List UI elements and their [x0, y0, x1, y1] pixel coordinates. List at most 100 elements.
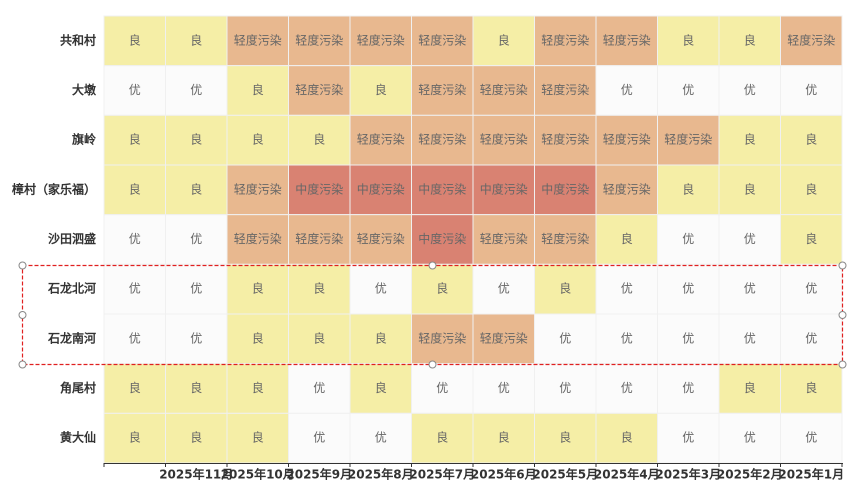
heatmap-cell	[411, 214, 474, 265]
cell-label: 轻度污染	[480, 231, 528, 246]
heatmap-cell	[103, 313, 166, 365]
heatmap-cell	[718, 313, 781, 365]
row-label: 沙田泗盛	[48, 231, 96, 246]
cell-label: 良	[129, 430, 141, 445]
heatmap-cell	[411, 412, 474, 464]
cell-label: 轻度污染	[234, 32, 282, 47]
cell-label: 优	[129, 232, 141, 246]
heatmap-cell	[288, 164, 351, 216]
cell-label: 良	[252, 380, 264, 395]
heatmap-cell	[226, 363, 289, 414]
cell-label: 良	[498, 32, 510, 47]
cell-label: 优	[682, 431, 694, 445]
cell-label: 良	[252, 281, 264, 296]
heatmap-cell	[288, 65, 351, 116]
cell-label: 优	[375, 282, 387, 296]
heatmap-cell	[472, 114, 535, 166]
handle[interactable]	[428, 261, 437, 270]
cell-label: 良	[559, 430, 571, 445]
x-tick-label: 2025年1月	[778, 467, 844, 482]
cell-label: 良	[744, 32, 756, 47]
cell-label: 优	[744, 331, 756, 345]
cell-label: 良	[805, 231, 817, 246]
cell-label: 轻度污染	[357, 32, 405, 47]
cell-label: 优	[621, 282, 633, 296]
heatmap-cell	[103, 114, 166, 166]
heatmap-cell	[657, 15, 720, 67]
handle[interactable]	[838, 261, 847, 270]
cell-label: 轻度污染	[480, 330, 528, 345]
cell-label: 轻度污染	[603, 132, 651, 147]
heatmap-cell	[226, 164, 289, 216]
heatmap-cell	[103, 412, 166, 464]
cell-label: 优	[682, 381, 694, 395]
heatmap-cell	[595, 412, 658, 464]
x-tick-label: 2025年9月	[286, 467, 352, 482]
heatmap-cell	[411, 263, 474, 315]
cell-label: 轻度污染	[418, 82, 466, 97]
handle[interactable]	[838, 360, 847, 369]
cell-label: 轻度污染	[295, 231, 343, 246]
cell-label: 中度污染	[357, 181, 405, 196]
cell-label: 轻度污染	[234, 181, 282, 196]
cell-label: 优	[805, 331, 817, 345]
heatmap-cell	[472, 164, 535, 216]
heatmap-cell	[349, 65, 412, 116]
cell-label: 轻度污染	[357, 132, 405, 147]
heatmap-cell	[534, 15, 597, 67]
heatmap-cell	[226, 15, 289, 67]
heatmap-cell	[718, 363, 781, 414]
handle[interactable]	[18, 360, 27, 369]
handle[interactable]	[18, 311, 27, 319]
cell-label: 轻度污染	[234, 231, 282, 246]
heatmap-cell	[226, 313, 289, 365]
x-tick-label: 2025年10月	[221, 467, 295, 482]
heatmap-cell	[780, 263, 843, 315]
x-tick-label: 2025年7月	[409, 467, 475, 482]
heatmap-grid: 良良轻度污染 轻度污染 轻度污染 轻度污染良轻度污染 轻度污染良良轻度污染优优良轻度污染…	[103, 15, 843, 464]
cell-label: 优	[498, 381, 510, 395]
heatmap-cell	[595, 65, 658, 116]
cell-label: 优	[129, 83, 141, 97]
heatmap-cell	[103, 214, 166, 265]
heatmap-cell	[657, 65, 720, 116]
heatmap-cell	[349, 214, 412, 265]
heatmap-cell	[534, 412, 597, 464]
handle[interactable]	[18, 261, 27, 270]
heatmap-cell	[349, 363, 412, 414]
cell-label: 轻度污染	[603, 181, 651, 196]
heatmap-cell	[657, 363, 720, 414]
cell-label: 良	[252, 330, 264, 345]
cell-label: 良	[313, 281, 325, 296]
row-label: 樟村（家乐福）	[12, 181, 96, 196]
cell-label: 轻度污染	[418, 32, 466, 47]
heatmap-cell	[780, 313, 843, 365]
row-label: 共和村	[60, 32, 96, 47]
heatmap-cell	[226, 114, 289, 166]
heatmap-cell	[718, 164, 781, 216]
cell-label: 优	[682, 83, 694, 97]
heatmap-cell	[288, 114, 351, 166]
cell-label: 良	[559, 281, 571, 296]
cell-label: 良	[744, 181, 756, 196]
cell-label: 优	[621, 83, 633, 97]
heatmap-cell	[534, 65, 597, 116]
heatmap-cell	[411, 15, 474, 67]
x-tick-label: 2025年11月	[159, 467, 233, 482]
heatmap-cell	[411, 164, 474, 216]
heatmap-cell	[165, 313, 228, 365]
heatmap-cell	[411, 313, 474, 365]
cell-label: 中度污染	[295, 181, 343, 196]
cell-label: 良	[498, 430, 510, 445]
heatmap-cell	[718, 214, 781, 265]
cell-label: 良	[744, 380, 756, 395]
cell-label: 轻度污染	[787, 32, 835, 47]
heatmap-cell	[780, 412, 843, 464]
heatmap-cell	[103, 363, 166, 414]
handle[interactable]	[428, 360, 437, 369]
handle[interactable]	[838, 311, 847, 319]
cell-label: 优	[129, 282, 141, 296]
cell-label: 良	[805, 380, 817, 395]
cell-label: 轻度污染	[541, 82, 589, 97]
cell-label: 优	[313, 381, 325, 395]
